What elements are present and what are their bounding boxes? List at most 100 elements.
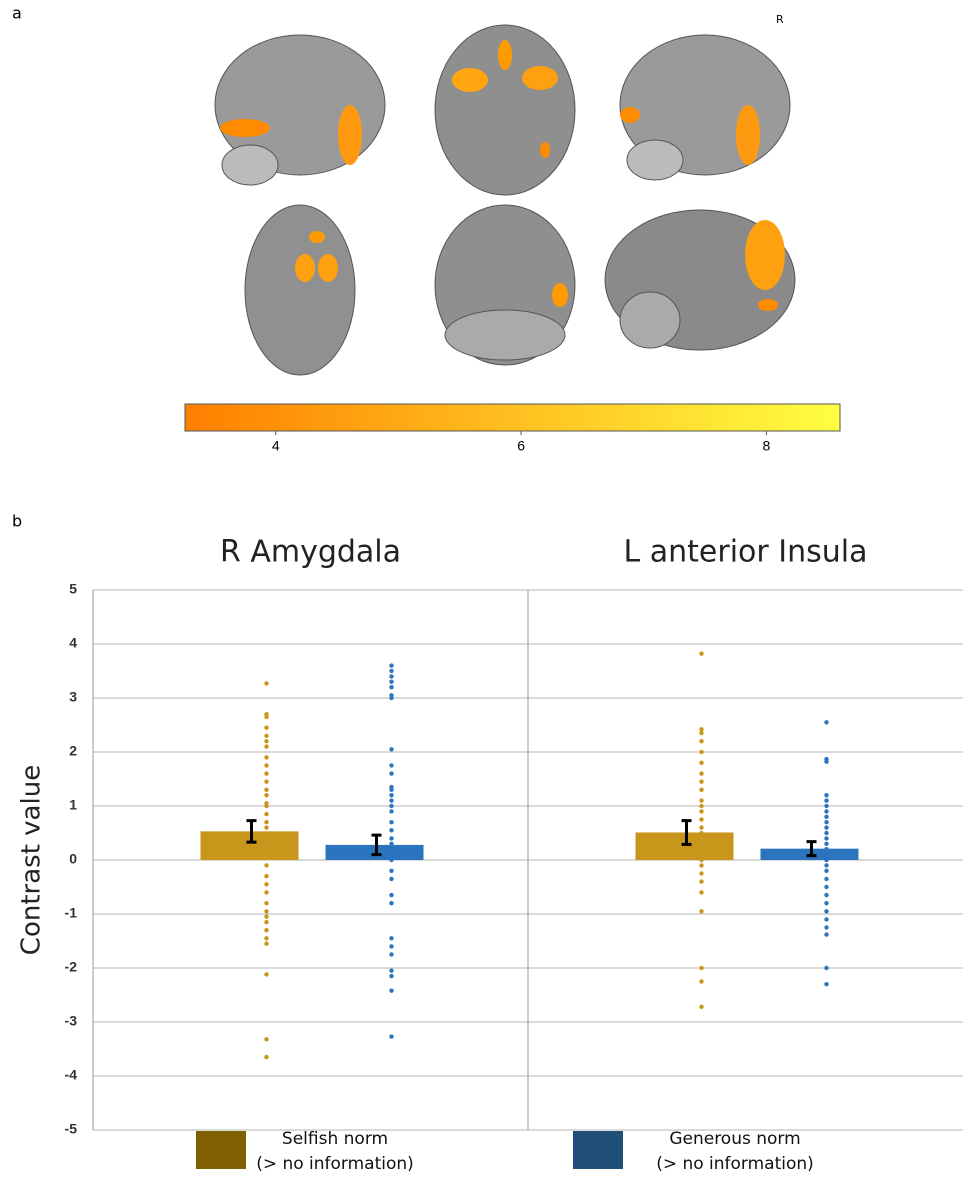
data-point bbox=[699, 863, 703, 867]
data-point bbox=[264, 825, 268, 829]
data-point bbox=[264, 882, 268, 886]
data-point bbox=[264, 820, 268, 824]
data-point bbox=[389, 858, 393, 862]
data-point bbox=[699, 798, 703, 802]
data-point bbox=[264, 863, 268, 867]
data-point bbox=[699, 1005, 703, 1009]
data-point bbox=[389, 836, 393, 840]
brain-images bbox=[215, 25, 795, 375]
y-tick-label: -2 bbox=[65, 959, 78, 975]
data-point bbox=[264, 834, 268, 838]
data-point bbox=[389, 877, 393, 881]
data-point bbox=[389, 771, 393, 775]
data-point bbox=[699, 825, 703, 829]
figure: a b R 468-5-4-3-2-1012345Contrast valueR… bbox=[0, 0, 963, 1198]
data-point bbox=[264, 901, 268, 905]
data-point bbox=[264, 771, 268, 775]
data-point bbox=[389, 747, 393, 751]
legend-label: Generous norm (> no information) bbox=[625, 1127, 845, 1177]
data-point bbox=[264, 755, 268, 759]
data-point bbox=[824, 885, 828, 889]
y-tick-label: -4 bbox=[65, 1067, 78, 1083]
data-point bbox=[389, 809, 393, 813]
data-point bbox=[389, 798, 393, 802]
data-point bbox=[824, 804, 828, 808]
data-point bbox=[389, 793, 393, 797]
data-point bbox=[699, 871, 703, 875]
data-point bbox=[824, 917, 828, 921]
data-point bbox=[699, 804, 703, 808]
data-point bbox=[264, 852, 268, 856]
y-tick-label: 4 bbox=[69, 635, 77, 651]
data-point bbox=[389, 893, 393, 897]
data-point bbox=[699, 979, 703, 983]
colorbar bbox=[185, 404, 840, 431]
data-point bbox=[824, 869, 828, 873]
data-point bbox=[264, 734, 268, 738]
data-point bbox=[389, 696, 393, 700]
legend-label: Selfish norm (> no information) bbox=[225, 1127, 445, 1177]
data-point bbox=[264, 744, 268, 748]
data-point bbox=[264, 1055, 268, 1059]
data-point bbox=[264, 804, 268, 808]
data-point bbox=[389, 944, 393, 948]
data-point bbox=[824, 858, 828, 862]
data-point bbox=[264, 874, 268, 878]
data-point bbox=[824, 909, 828, 913]
data-point bbox=[264, 715, 268, 719]
data-point bbox=[824, 836, 828, 840]
legend-swatch bbox=[573, 1131, 623, 1169]
bar bbox=[326, 845, 424, 860]
data-point bbox=[389, 847, 393, 851]
data-point bbox=[389, 901, 393, 905]
data-point bbox=[699, 731, 703, 735]
data-point bbox=[824, 966, 828, 970]
data-point bbox=[389, 669, 393, 673]
data-point bbox=[264, 842, 268, 846]
data-point bbox=[699, 890, 703, 894]
data-point bbox=[699, 780, 703, 784]
data-point bbox=[824, 720, 828, 724]
y-tick-label: 0 bbox=[69, 851, 77, 867]
data-point bbox=[389, 804, 393, 808]
y-tick-label: 1 bbox=[69, 797, 77, 813]
data-point bbox=[699, 652, 703, 656]
panel-label: b bbox=[12, 512, 22, 531]
data-point bbox=[264, 812, 268, 816]
data-point bbox=[824, 831, 828, 835]
data-point bbox=[389, 820, 393, 824]
data-point bbox=[264, 726, 268, 730]
data-point bbox=[699, 858, 703, 862]
data-point bbox=[699, 852, 703, 856]
data-point bbox=[264, 739, 268, 743]
data-point bbox=[699, 788, 703, 792]
data-point bbox=[699, 817, 703, 821]
data-point bbox=[264, 915, 268, 919]
data-point bbox=[824, 825, 828, 829]
data-point bbox=[389, 936, 393, 940]
data-point bbox=[824, 793, 828, 797]
data-point bbox=[824, 798, 828, 802]
data-point bbox=[264, 972, 268, 976]
data-point bbox=[824, 901, 828, 905]
data-point bbox=[824, 842, 828, 846]
data-point bbox=[699, 842, 703, 846]
data-point bbox=[699, 771, 703, 775]
y-tick-label: 5 bbox=[69, 581, 77, 597]
y-tick-label: -5 bbox=[65, 1121, 78, 1137]
data-point bbox=[389, 1034, 393, 1038]
data-point bbox=[264, 788, 268, 792]
data-point bbox=[389, 852, 393, 856]
data-point bbox=[699, 966, 703, 970]
data-point bbox=[699, 836, 703, 840]
data-point bbox=[824, 863, 828, 867]
colorbar-tick-label: 6 bbox=[517, 438, 525, 454]
y-tick-label: 2 bbox=[69, 743, 77, 759]
data-point bbox=[264, 780, 268, 784]
data-point bbox=[389, 988, 393, 992]
data-point bbox=[264, 936, 268, 940]
figure-svg: a b R 468-5-4-3-2-1012345Contrast valueR… bbox=[0, 0, 963, 1198]
data-point bbox=[699, 727, 703, 731]
y-axis-label: Contrast value bbox=[17, 765, 47, 955]
panel-title: R Amygdala bbox=[220, 535, 401, 570]
